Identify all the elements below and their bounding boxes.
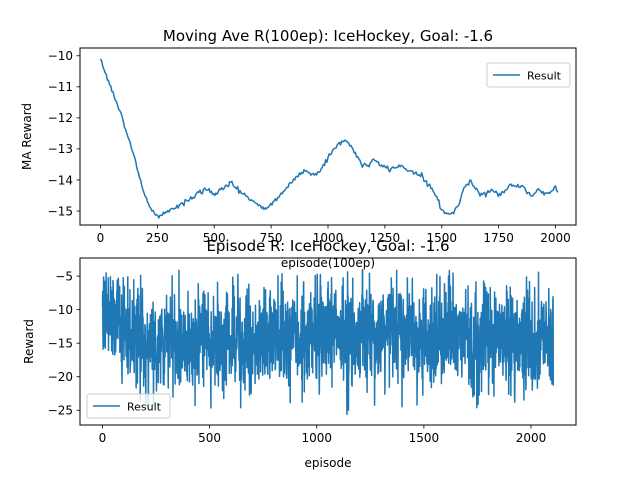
x-tick-label: 0	[99, 431, 107, 445]
x-tick-label: 1750	[483, 231, 514, 245]
x-tick-label: 750	[260, 231, 283, 245]
episode-reward-y-axis-label: Reward	[22, 319, 36, 364]
moving-average-series	[99, 58, 559, 219]
y-tick-label: −14	[48, 173, 73, 187]
moving-average-x-axis-label: episode(100ep)	[281, 256, 375, 270]
legend-label-result: Result	[527, 70, 562, 83]
moving-average-plot: 0 250 500 750 1000 1250 1500 1750 2000 −15 −14 −13…	[20, 47, 577, 270]
y-tick-label: −5	[55, 269, 73, 283]
x-tick-label: 2000	[540, 231, 571, 245]
x-tick-label: 1000	[313, 231, 344, 245]
y-tick-label: −15	[48, 336, 73, 350]
legend-label-result: Result	[127, 401, 162, 414]
x-tick-label: 500	[203, 231, 226, 245]
x-tick-label: 2000	[516, 431, 547, 445]
x-tick-label: 1500	[409, 431, 440, 445]
series-line-result	[101, 268, 555, 416]
x-tick-label: 0	[97, 231, 105, 245]
y-tick-label: −12	[48, 111, 73, 125]
episode-reward-title: Episode R: IceHockey, Goal: -1.6	[206, 237, 449, 255]
y-tick-label: −13	[48, 142, 73, 156]
moving-average-y-ticks: −15 −14 −13 −12 −11 −10	[48, 49, 80, 218]
y-tick-label: −25	[48, 404, 73, 418]
episode-reward-plot: 0 500 1000 1500 2000 −25−20−15−10−5 episode …	[22, 257, 577, 470]
moving-average-legend: Result	[486, 62, 571, 88]
episode-reward-y-ticks: −25 −20 −15 −10 −5	[48, 269, 80, 418]
y-tick-label: −11	[48, 80, 73, 94]
y-tick-label: −20	[48, 370, 73, 384]
x-tick-label: 1000	[301, 431, 332, 445]
episode-reward-legend: Result	[86, 393, 171, 419]
series-line-result	[99, 58, 559, 219]
episode-reward-x-ticks: 0 500 1000 1500 2000	[99, 425, 547, 445]
legend-box	[486, 62, 571, 88]
x-tick-label: 1500	[426, 231, 457, 245]
legend-box	[86, 393, 171, 419]
x-tick-label: 250	[146, 231, 169, 245]
moving-average-x-ticks: 0 250 500 750 1000 1250 1500 1750 2000	[97, 225, 571, 245]
episode-reward-axes-frame	[79, 257, 577, 426]
x-tick-label: 1250	[370, 231, 401, 245]
moving-average-title: Moving Ave R(100ep): IceHockey, Goal: -1…	[163, 27, 493, 45]
y-tick-label: −10	[48, 49, 73, 63]
episode-reward-series	[101, 268, 555, 416]
moving-average-y-axis-label: MA Reward	[20, 103, 34, 170]
y-tick-label: −15	[48, 204, 73, 218]
x-tick-label: 500	[198, 431, 221, 445]
episode-reward-x-axis-label: episode	[305, 456, 352, 470]
y-tick-label: −10	[48, 303, 73, 317]
